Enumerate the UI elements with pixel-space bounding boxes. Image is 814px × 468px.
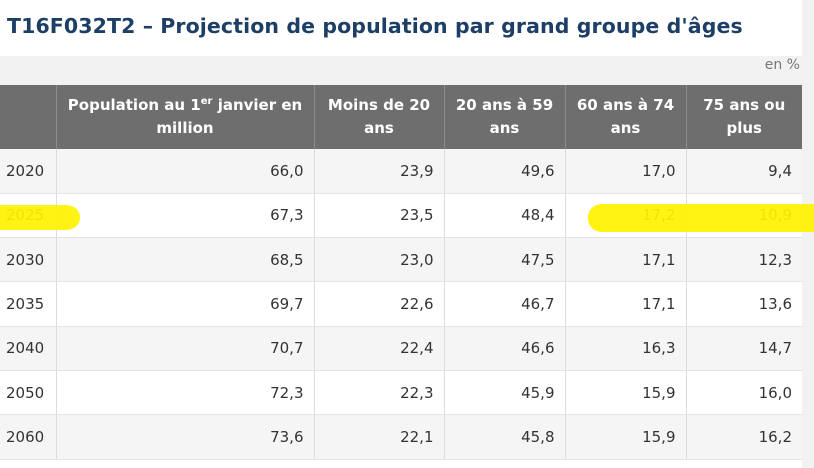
cell-75-plus: 12,3 (685, 237, 802, 283)
cell-moins-20: 23,0 (313, 237, 444, 283)
table-row: 2030 68,5 23,0 47,5 17,1 12,3 (0, 237, 802, 283)
header-year (0, 85, 56, 149)
table-row: 2060 73,6 22,1 45,8 15,9 16,2 (0, 414, 802, 460)
cell-60-74: 15,9 (564, 370, 686, 416)
cell-75-plus: 9,4 (685, 149, 802, 194)
cell-60-74: 17,1 (564, 281, 686, 327)
cell-20-59: 45,8 (443, 414, 565, 460)
cell-population: 69,7 (55, 281, 314, 327)
cell-population: 67,3 (55, 193, 314, 239)
cell-population: 72,3 (55, 370, 314, 416)
table-row: 2020 66,0 23,9 49,6 17,0 9,4 (0, 149, 802, 194)
cell-year: 2020 (0, 149, 56, 194)
cell-60-74: 15,9 (564, 414, 686, 460)
cell-60-74: 17,1 (564, 237, 686, 283)
header-population-sup: er (200, 96, 213, 107)
cell-moins-20: 22,6 (313, 281, 444, 327)
cell-moins-20: 23,5 (313, 193, 444, 239)
header-moins-20: Moins de 20 ans (313, 85, 444, 149)
cell-20-59: 49,6 (443, 149, 565, 194)
table-header: Population au 1er janvier en million Moi… (0, 85, 802, 149)
header-75-plus: 75 ans ou plus (685, 85, 802, 149)
cell-population: 70,7 (55, 326, 314, 371)
right-edge-strip (802, 0, 814, 468)
header-population: Population au 1er janvier en million (55, 85, 314, 149)
cell-moins-20: 22,1 (313, 414, 444, 460)
cell-20-59: 46,6 (443, 326, 565, 371)
cell-20-59: 47,5 (443, 237, 565, 283)
table-row: 2050 72,3 22,3 45,9 15,9 16,0 (0, 370, 802, 416)
cell-20-59: 46,7 (443, 281, 565, 327)
cell-population: 73,6 (55, 414, 314, 460)
table-row: 2025 67,3 23,5 48,4 17,2 10,9 (0, 193, 802, 239)
table-body: 2020 66,0 23,9 49,6 17,0 9,4 2025 67,3 2… (0, 149, 802, 460)
cell-60-74: 17,0 (564, 149, 686, 194)
cell-year: 2035 (0, 281, 56, 327)
highlighter-mark-values (588, 204, 814, 232)
page-title: T16F032T2 – Projection de population par… (7, 14, 743, 38)
header-population-pre: Population au 1 (67, 96, 201, 114)
cell-population: 68,5 (55, 237, 314, 283)
highlighter-mark-year (0, 205, 80, 230)
cell-moins-20: 22,3 (313, 370, 444, 416)
unit-band: en % (0, 56, 802, 85)
cell-60-74: 16,3 (564, 326, 686, 371)
cell-year: 2060 (0, 414, 56, 460)
header-row: Population au 1er janvier en million Moi… (0, 85, 802, 149)
cell-population: 66,0 (55, 149, 314, 194)
table-row: 2035 69,7 22,6 46,7 17,1 13,6 (0, 281, 802, 327)
cell-moins-20: 23,9 (313, 149, 444, 194)
cell-moins-20: 22,4 (313, 326, 444, 371)
cell-20-59: 45,9 (443, 370, 565, 416)
cell-year: 2040 (0, 326, 56, 371)
cell-75-plus: 16,2 (685, 414, 802, 460)
header-population-post: janvier en million (156, 96, 303, 137)
cell-75-plus: 16,0 (685, 370, 802, 416)
cell-75-plus: 14,7 (685, 326, 802, 371)
cell-20-59: 48,4 (443, 193, 565, 239)
unit-note: en % (764, 57, 800, 73)
cell-year: 2030 (0, 237, 56, 283)
table-row: 2040 70,7 22,4 46,6 16,3 14,7 (0, 326, 802, 371)
cell-year: 2050 (0, 370, 56, 416)
population-table: Population au 1er janvier en million Moi… (0, 85, 802, 460)
header-20-59: 20 ans à 59 ans (443, 85, 565, 149)
cell-75-plus: 13,6 (685, 281, 802, 327)
header-60-74: 60 ans à 74 ans (564, 85, 686, 149)
